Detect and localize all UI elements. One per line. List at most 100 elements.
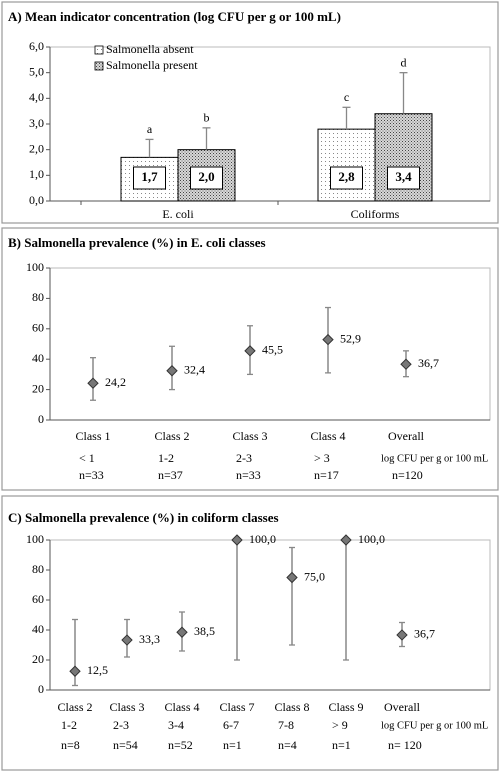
y-tick-label: 80 bbox=[32, 290, 44, 304]
y-tick-label: 1,0 bbox=[29, 167, 44, 181]
x-tick-label: Class 2 bbox=[57, 700, 92, 714]
y-tick-label: 80 bbox=[32, 562, 44, 576]
y-tick-label: 100 bbox=[26, 532, 44, 546]
x-tick-label: Class 2 bbox=[154, 429, 189, 443]
plot-border bbox=[49, 539, 491, 691]
value-label: 52,9 bbox=[340, 331, 361, 345]
x-range-label: > 9 bbox=[332, 718, 348, 732]
significance-letter: c bbox=[344, 90, 349, 104]
x-tick-label: E. coli bbox=[162, 207, 194, 221]
x-range-label: < 1 bbox=[79, 451, 95, 465]
y-tick-label: 6,0 bbox=[29, 39, 44, 53]
significance-letter: d bbox=[401, 55, 407, 69]
y-tick-label: 4,0 bbox=[29, 90, 44, 104]
y-tick-label: 60 bbox=[32, 592, 44, 606]
point bbox=[244, 345, 256, 357]
x-count-label: n=52 bbox=[168, 738, 193, 752]
value-label-box bbox=[133, 166, 166, 190]
legend-swatch bbox=[94, 61, 104, 71]
significance-letter: b bbox=[204, 111, 210, 125]
legend-swatch bbox=[94, 45, 104, 55]
value-label: 12,5 bbox=[87, 663, 108, 677]
x-tick-label: Class 3 bbox=[109, 700, 144, 714]
value-label: 75,0 bbox=[304, 569, 325, 583]
x-tick-label: Class 9 bbox=[328, 700, 363, 714]
value-label: 2,8 bbox=[338, 169, 355, 184]
y-tick-label: 60 bbox=[32, 321, 44, 335]
x-count-label: n=54 bbox=[113, 738, 138, 752]
point bbox=[340, 534, 352, 546]
value-label: 38,5 bbox=[194, 624, 215, 638]
point bbox=[231, 534, 243, 546]
x-count-label: n= 120 bbox=[388, 738, 422, 752]
x-range-label: 7-8 bbox=[278, 718, 294, 732]
panel-border bbox=[1, 495, 499, 771]
y-tick-label: 20 bbox=[32, 381, 44, 395]
x-count-label: n=1 bbox=[332, 738, 351, 752]
point bbox=[286, 571, 298, 584]
x-range-label: 1-2 bbox=[158, 451, 174, 465]
x-count-label: n=4 bbox=[278, 738, 297, 752]
y-tick-label: 40 bbox=[32, 351, 44, 365]
x-range-label: 6-7 bbox=[223, 718, 239, 732]
point bbox=[176, 626, 188, 638]
value-label-box bbox=[190, 166, 223, 190]
point bbox=[87, 377, 99, 389]
y-tick-label: 20 bbox=[32, 652, 44, 666]
y-tick-label: 2,0 bbox=[29, 141, 44, 155]
value-label: 100,0 bbox=[358, 532, 385, 546]
panel-border bbox=[1, 1, 499, 224]
x-tick-label: Class 7 bbox=[219, 700, 254, 714]
x-count-label: n=1 bbox=[223, 738, 242, 752]
significance-letter: a bbox=[147, 122, 153, 136]
bar bbox=[317, 128, 376, 202]
y-tick-label: 0 bbox=[38, 412, 44, 426]
legend-label: Salmonella absent bbox=[106, 42, 194, 56]
value-label: 100,0 bbox=[249, 532, 276, 546]
panel-title: C) Salmonella prevalence (%) in coliform… bbox=[8, 510, 279, 525]
value-label: 36,7 bbox=[414, 627, 435, 641]
value-label: 3,4 bbox=[395, 169, 412, 184]
value-label: 33,3 bbox=[139, 632, 160, 646]
x-tick-label: Class 3 bbox=[232, 429, 267, 443]
x-tick-label: Overall bbox=[388, 429, 425, 443]
panel-title: B) Salmonella prevalence (%) in E. coli … bbox=[8, 235, 266, 250]
x-count-label: n=33 bbox=[79, 468, 104, 482]
x-tick-label: Class 1 bbox=[75, 429, 110, 443]
x-range-label: 1-2 bbox=[61, 718, 77, 732]
value-label: 24,2 bbox=[105, 375, 126, 389]
x-count-label: n=37 bbox=[158, 468, 183, 482]
x-count-label: n=8 bbox=[61, 738, 80, 752]
x-tick-label: Class 8 bbox=[274, 700, 309, 714]
x-range-label: 3-4 bbox=[168, 718, 184, 732]
x-count-label: n=33 bbox=[236, 468, 261, 482]
x-unit-label: log CFU per g or 100 mL bbox=[381, 720, 488, 731]
y-tick-label: 40 bbox=[32, 622, 44, 636]
point bbox=[69, 665, 81, 677]
value-label-box bbox=[330, 166, 363, 190]
point bbox=[121, 634, 133, 646]
x-tick-label: Overall bbox=[384, 700, 421, 714]
point bbox=[396, 629, 408, 641]
point bbox=[166, 365, 178, 377]
legend-label: Salmonella present bbox=[106, 58, 198, 72]
x-count-label: n=120 bbox=[392, 468, 423, 482]
value-label: 32,4 bbox=[184, 363, 205, 377]
value-label: 2,0 bbox=[198, 169, 214, 184]
x-range-label: > 3 bbox=[314, 451, 330, 465]
point bbox=[322, 333, 334, 346]
x-unit-label: log CFU per g or 100 mL bbox=[381, 453, 488, 464]
value-label: 45,5 bbox=[262, 343, 283, 357]
y-tick-label: 3,0 bbox=[29, 116, 44, 130]
y-tick-label: 5,0 bbox=[29, 64, 44, 78]
value-label-box bbox=[387, 166, 420, 190]
x-tick-label: Class 4 bbox=[310, 429, 345, 443]
x-tick-label: Coliforms bbox=[351, 207, 400, 221]
x-range-label: 2-3 bbox=[113, 718, 129, 732]
y-tick-label: 0,0 bbox=[29, 193, 44, 207]
point bbox=[400, 358, 412, 370]
x-tick-label: Class 4 bbox=[164, 700, 199, 714]
x-count-label: n=17 bbox=[314, 468, 339, 482]
x-range-label: 2-3 bbox=[236, 451, 252, 465]
